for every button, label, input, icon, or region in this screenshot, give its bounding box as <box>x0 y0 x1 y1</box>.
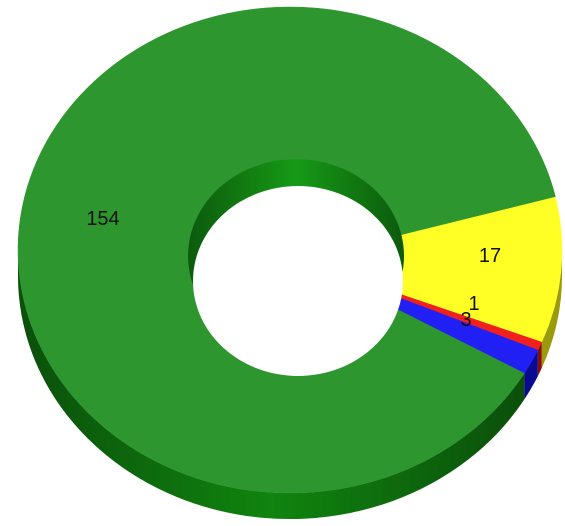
slice-labels: 17 13 154 <box>86 208 501 331</box>
slice-side-2 <box>537 342 542 377</box>
slice-side-1 <box>541 250 562 369</box>
donut-top-slices <box>17 6 563 494</box>
slice-label-0: 154 <box>86 208 119 230</box>
slice-side-3 <box>524 350 538 400</box>
slice-label-3: 3 <box>460 309 471 331</box>
slice-label-2: 1 <box>468 293 479 315</box>
donut-hole <box>193 186 403 376</box>
donut-side-walls <box>18 250 562 519</box>
donut-inner-wall <box>188 159 404 376</box>
slice-label-1: 17 <box>479 245 501 267</box>
